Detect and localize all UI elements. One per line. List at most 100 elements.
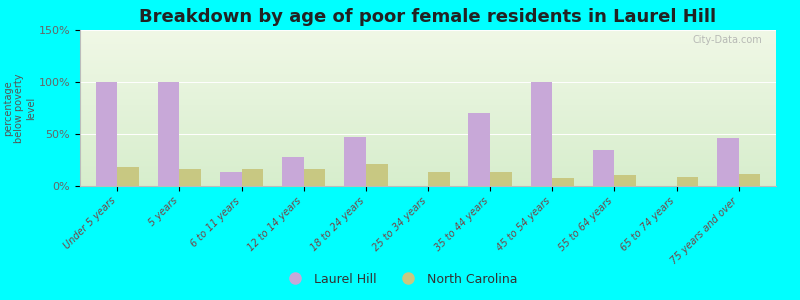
Bar <box>80 181 776 183</box>
Bar <box>428 172 450 186</box>
Bar <box>80 86 776 88</box>
Legend: Laurel Hill, North Carolina: Laurel Hill, North Carolina <box>278 268 522 291</box>
Bar <box>80 114 776 116</box>
Bar <box>80 53 776 55</box>
Bar <box>80 66 776 68</box>
Bar <box>80 133 776 134</box>
Bar <box>80 169 776 170</box>
Bar <box>80 68 776 69</box>
Bar <box>80 105 776 106</box>
Bar <box>80 83 776 85</box>
Bar <box>80 152 776 153</box>
Bar <box>80 72 776 74</box>
Bar <box>80 172 776 173</box>
Bar <box>80 163 776 164</box>
Y-axis label: percentage
below poverty
level: percentage below poverty level <box>2 73 36 143</box>
Bar <box>80 50 776 52</box>
Bar <box>80 32 776 33</box>
Bar <box>80 80 776 82</box>
Bar <box>80 75 776 77</box>
Bar <box>242 169 263 186</box>
Bar <box>717 138 738 186</box>
Bar <box>80 92 776 94</box>
Bar <box>80 138 776 139</box>
Bar <box>490 172 512 186</box>
Bar <box>80 106 776 108</box>
Bar <box>80 70 776 72</box>
Bar <box>80 173 776 175</box>
Bar <box>220 172 242 186</box>
Bar <box>80 183 776 184</box>
Bar <box>344 137 366 186</box>
Bar <box>80 119 776 121</box>
Bar <box>282 157 304 186</box>
Bar <box>80 116 776 117</box>
Bar <box>80 61 776 63</box>
Bar <box>80 52 776 53</box>
Bar <box>95 82 118 186</box>
Bar <box>677 177 698 186</box>
Bar <box>80 55 776 56</box>
Bar <box>80 88 776 89</box>
Bar <box>80 36 776 38</box>
Bar <box>80 142 776 144</box>
Bar <box>80 56 776 58</box>
Bar <box>614 175 636 186</box>
Bar <box>80 103 776 105</box>
Bar <box>80 121 776 122</box>
Bar <box>304 169 326 186</box>
Bar <box>80 100 776 102</box>
Bar <box>738 173 761 186</box>
Bar <box>158 82 179 186</box>
Bar <box>80 91 776 92</box>
Bar <box>80 69 776 70</box>
Bar <box>80 99 776 100</box>
Bar <box>80 161 776 163</box>
Bar <box>80 160 776 161</box>
Bar <box>80 58 776 60</box>
Bar <box>80 125 776 127</box>
Bar <box>80 43 776 44</box>
Bar <box>80 82 776 83</box>
Bar <box>468 113 490 186</box>
Bar <box>80 148 776 150</box>
Bar <box>80 64 776 66</box>
Bar <box>80 102 776 103</box>
Bar <box>80 78 776 80</box>
Bar <box>80 46 776 47</box>
Bar <box>552 178 574 186</box>
Bar <box>80 156 776 158</box>
Bar <box>80 131 776 133</box>
Bar <box>80 184 776 186</box>
Bar <box>80 110 776 111</box>
Bar <box>80 38 776 39</box>
Bar <box>80 130 776 131</box>
Bar <box>530 82 552 186</box>
Bar <box>80 178 776 180</box>
Bar <box>80 164 776 166</box>
Bar <box>80 166 776 167</box>
Bar <box>80 97 776 99</box>
Bar <box>80 44 776 46</box>
Bar <box>80 94 776 95</box>
Bar <box>80 113 776 114</box>
Bar <box>80 117 776 119</box>
Bar <box>80 153 776 155</box>
Bar <box>80 85 776 86</box>
Bar <box>80 30 776 31</box>
Text: City-Data.com: City-Data.com <box>692 35 762 45</box>
Bar <box>80 180 776 181</box>
Bar <box>80 158 776 160</box>
Bar <box>80 41 776 43</box>
Bar <box>80 170 776 172</box>
Bar <box>80 39 776 41</box>
Bar <box>593 150 614 186</box>
Bar <box>80 175 776 177</box>
Title: Breakdown by age of poor female residents in Laurel Hill: Breakdown by age of poor female resident… <box>139 8 717 26</box>
Bar <box>80 141 776 142</box>
Bar <box>80 60 776 61</box>
Bar <box>80 155 776 156</box>
Bar <box>80 144 776 146</box>
Bar <box>80 150 776 152</box>
Bar <box>80 74 776 75</box>
